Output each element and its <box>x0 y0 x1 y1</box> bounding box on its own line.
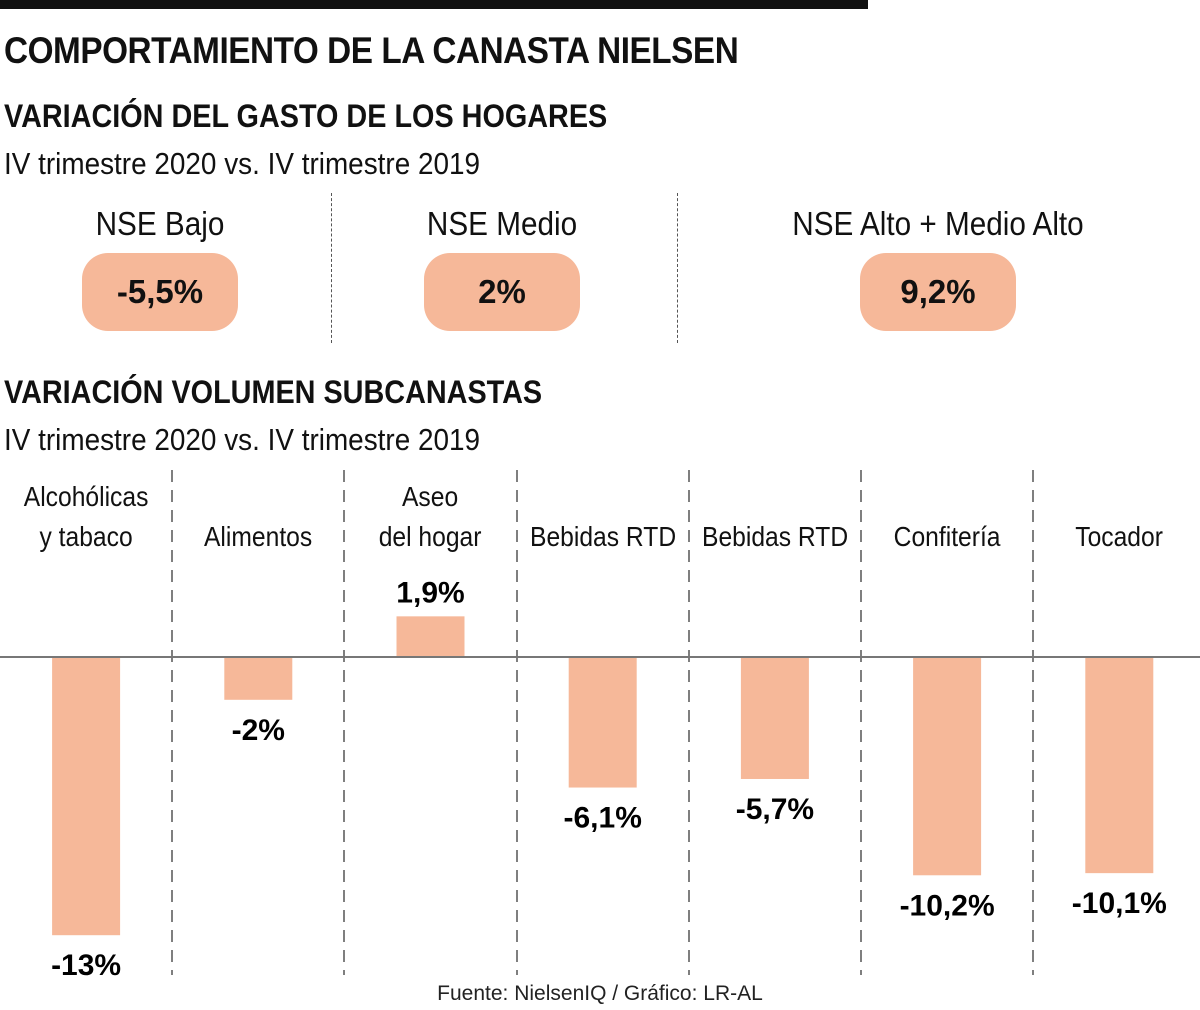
page-title: COMPORTAMIENTO DE LA CANASTA NIELSEN <box>4 30 739 71</box>
bar <box>740 657 809 779</box>
category-label-line: Confitería <box>893 521 1001 552</box>
category-label: Bebidas RTD <box>699 517 851 557</box>
bar-value-label: -2% <box>232 714 285 747</box>
category-label-line: Tocador <box>1075 521 1164 552</box>
category-label-line: Bebidas RTD <box>529 521 676 552</box>
category-label: Alimentos <box>183 517 335 557</box>
bar <box>1085 657 1154 874</box>
bar <box>396 616 465 657</box>
category-label-line: Alimentos <box>204 521 313 552</box>
nse-label: NSE Medio <box>426 205 578 242</box>
bar-value-label: -13% <box>51 949 121 980</box>
bar-value-label: -10,1% <box>1072 887 1167 920</box>
nse-value-badge: 2% <box>424 253 580 331</box>
nse-item-alto: NSE Alto + Medio Alto 9,2% <box>738 205 1138 345</box>
category-label-line: Alcohólicas <box>23 481 149 512</box>
category-label-line: Bebidas RTD <box>701 521 848 552</box>
section2-heading: VARIACIÓN VOLUMEN SUBCANASTAS <box>4 374 543 410</box>
category-label: Alcohólicas y tabaco <box>10 477 162 557</box>
divider <box>331 193 332 343</box>
category-label-line: Aseo <box>402 481 459 512</box>
category-label: Bebidas RTD <box>527 517 679 557</box>
bar-value-label: -10,2% <box>900 889 995 922</box>
bar-value-label: -6,1% <box>564 802 642 835</box>
category-label: Aseo del hogar <box>355 477 507 557</box>
section2-subheading: IV trimestre 2020 vs. IV trimestre 2019 <box>4 422 481 457</box>
top-rule <box>0 0 868 9</box>
category-label: Tocador <box>1044 517 1196 557</box>
category-label-line: y tabaco <box>39 521 133 552</box>
bar <box>568 657 637 788</box>
bar-value-label: -5,7% <box>736 793 814 826</box>
nse-value-badge: -5,5% <box>82 253 238 331</box>
section1-heading: VARIACIÓN DEL GASTO DE LOS HOGARES <box>4 98 608 134</box>
source-note: Fuente: NielsenIQ / Gráfico: LR-AL <box>437 982 763 1005</box>
section1-subheading: IV trimestre 2020 vs. IV trimestre 2019 <box>4 146 481 181</box>
bar-chart: -13% -2% 1,9% -6,1% -5,7% -10,2% -10,1% <box>0 470 1200 980</box>
bar-value-label: 1,9% <box>396 576 464 609</box>
bar <box>913 657 982 876</box>
divider <box>677 193 678 343</box>
bar <box>52 657 121 936</box>
nse-value-badge: 9,2% <box>860 253 1016 331</box>
nse-label: NSE Bajo <box>95 205 225 242</box>
nse-label: NSE Alto + Medio Alto <box>792 205 1084 242</box>
nse-item-medio: NSE Medio 2% <box>382 205 622 345</box>
category-label-line: del hogar <box>379 521 482 552</box>
bar <box>224 657 293 700</box>
category-label: Confitería <box>871 517 1023 557</box>
nse-item-bajo: NSE Bajo -5,5% <box>40 205 280 345</box>
